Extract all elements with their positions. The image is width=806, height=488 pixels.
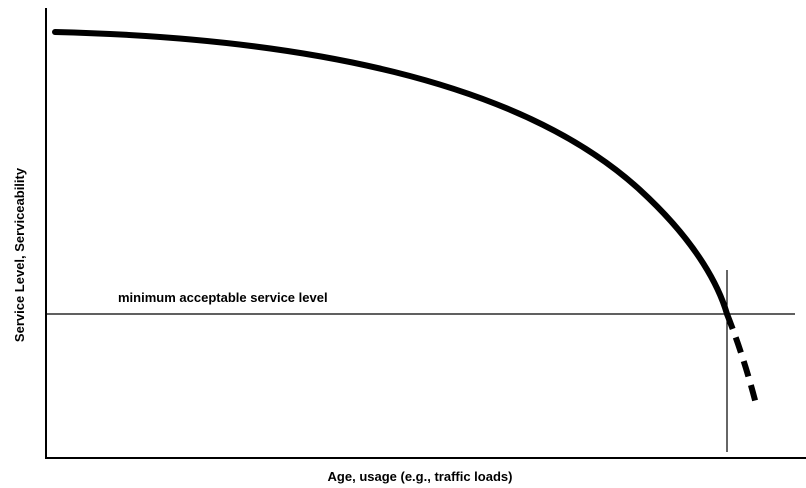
service-curve-projection xyxy=(724,312,760,409)
threshold-label: minimum acceptable service level xyxy=(118,290,328,305)
y-axis-label: Service Level, Serviceability xyxy=(12,167,27,342)
x-axis-label: Age, usage (e.g., traffic loads) xyxy=(328,469,513,484)
service-curve xyxy=(52,29,730,317)
